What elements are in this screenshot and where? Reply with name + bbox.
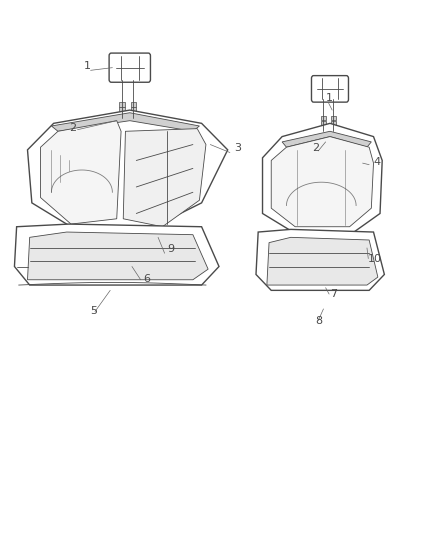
Text: 6: 6 (143, 274, 150, 285)
Text: 1: 1 (325, 93, 332, 103)
Text: 5: 5 (91, 306, 98, 316)
Bar (131, 102, 136, 108)
Polygon shape (282, 131, 371, 147)
Text: 9: 9 (167, 244, 174, 254)
Polygon shape (267, 237, 378, 285)
Polygon shape (28, 232, 208, 280)
Polygon shape (14, 224, 219, 285)
Text: 3: 3 (234, 143, 241, 153)
Polygon shape (51, 113, 199, 131)
Text: 10: 10 (368, 254, 382, 264)
Text: 8: 8 (316, 316, 323, 326)
Polygon shape (41, 120, 121, 224)
Bar (331, 121, 336, 125)
Polygon shape (28, 110, 228, 227)
Text: 7: 7 (330, 289, 337, 299)
Bar (321, 121, 325, 125)
Text: 2: 2 (313, 143, 320, 153)
FancyBboxPatch shape (109, 53, 150, 82)
Text: 2: 2 (69, 123, 76, 133)
Text: 4: 4 (374, 157, 381, 167)
FancyBboxPatch shape (311, 76, 349, 102)
Bar (119, 102, 124, 108)
Polygon shape (271, 136, 374, 227)
Bar (331, 116, 336, 120)
Bar (131, 108, 136, 113)
Bar (119, 108, 124, 113)
Polygon shape (256, 229, 385, 290)
Text: 1: 1 (84, 61, 91, 71)
Bar (321, 116, 325, 120)
Polygon shape (262, 123, 382, 232)
Polygon shape (123, 128, 206, 227)
